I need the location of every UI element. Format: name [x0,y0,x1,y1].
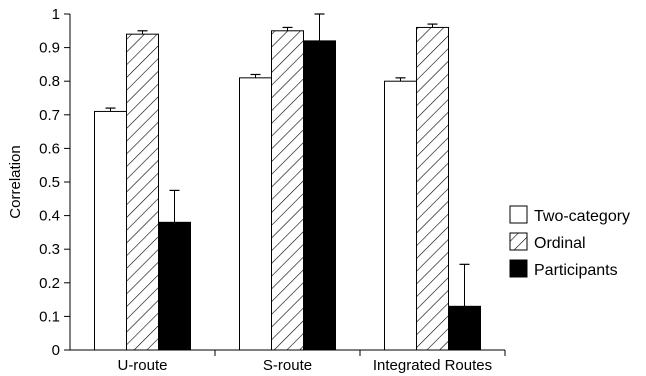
bar-participants-s-route [303,40,336,351]
legend-label-two-category: Two-category [534,208,630,225]
bar-two-category-s-route [239,77,272,351]
legend-swatch-ordinal [509,232,528,251]
y-axis-ticks: 0 0.1 0.2 0.3 0.4 0.5 0.6 0.7 0.8 0.9 1 [39,6,70,359]
bar-ordinal-u-route [126,33,159,351]
legend: Two-category Ordinal Participants [509,205,630,279]
bar-ordinal-s-route [271,30,304,351]
legend-label-participants: Participants [534,262,618,279]
error-bars [105,13,470,307]
legend-swatch-two-category [509,205,528,224]
y-tick-label: 0.7 [39,107,60,124]
bar-ordinal-integrated-routes [416,26,449,351]
y-tick-label: 1 [52,6,60,23]
y-tick-label: 0.4 [39,208,60,225]
y-tick-label: 0.9 [39,40,60,57]
bar-two-category-integrated-routes [384,80,417,351]
bars [94,26,481,351]
y-tick-label: 0 [52,342,60,359]
y-tick-label: 0.5 [39,174,60,191]
x-axis-ticks [214,350,506,356]
y-tick-label: 0.1 [39,308,60,325]
legend-label-ordinal: Ordinal [534,235,586,252]
y-tick-label: 0.8 [39,73,60,90]
bar-participants-u-route [158,221,191,351]
x-label-integrated-routes: Integrated Routes [373,357,492,374]
y-tick-label: 0.2 [39,275,60,292]
y-tick-label: 0.3 [39,241,60,258]
bar-two-category-u-route [94,110,127,351]
y-tick-label: 0.6 [39,140,60,157]
x-label-u-route: U-route [117,357,167,374]
x-label-s-route: S-route [263,357,312,374]
legend-swatch-participants [509,259,528,278]
bar-participants-integrated-routes [448,305,481,351]
x-axis-labels: U-route S-route Integrated Routes [117,357,492,374]
y-axis-title: Correlation [7,145,24,218]
